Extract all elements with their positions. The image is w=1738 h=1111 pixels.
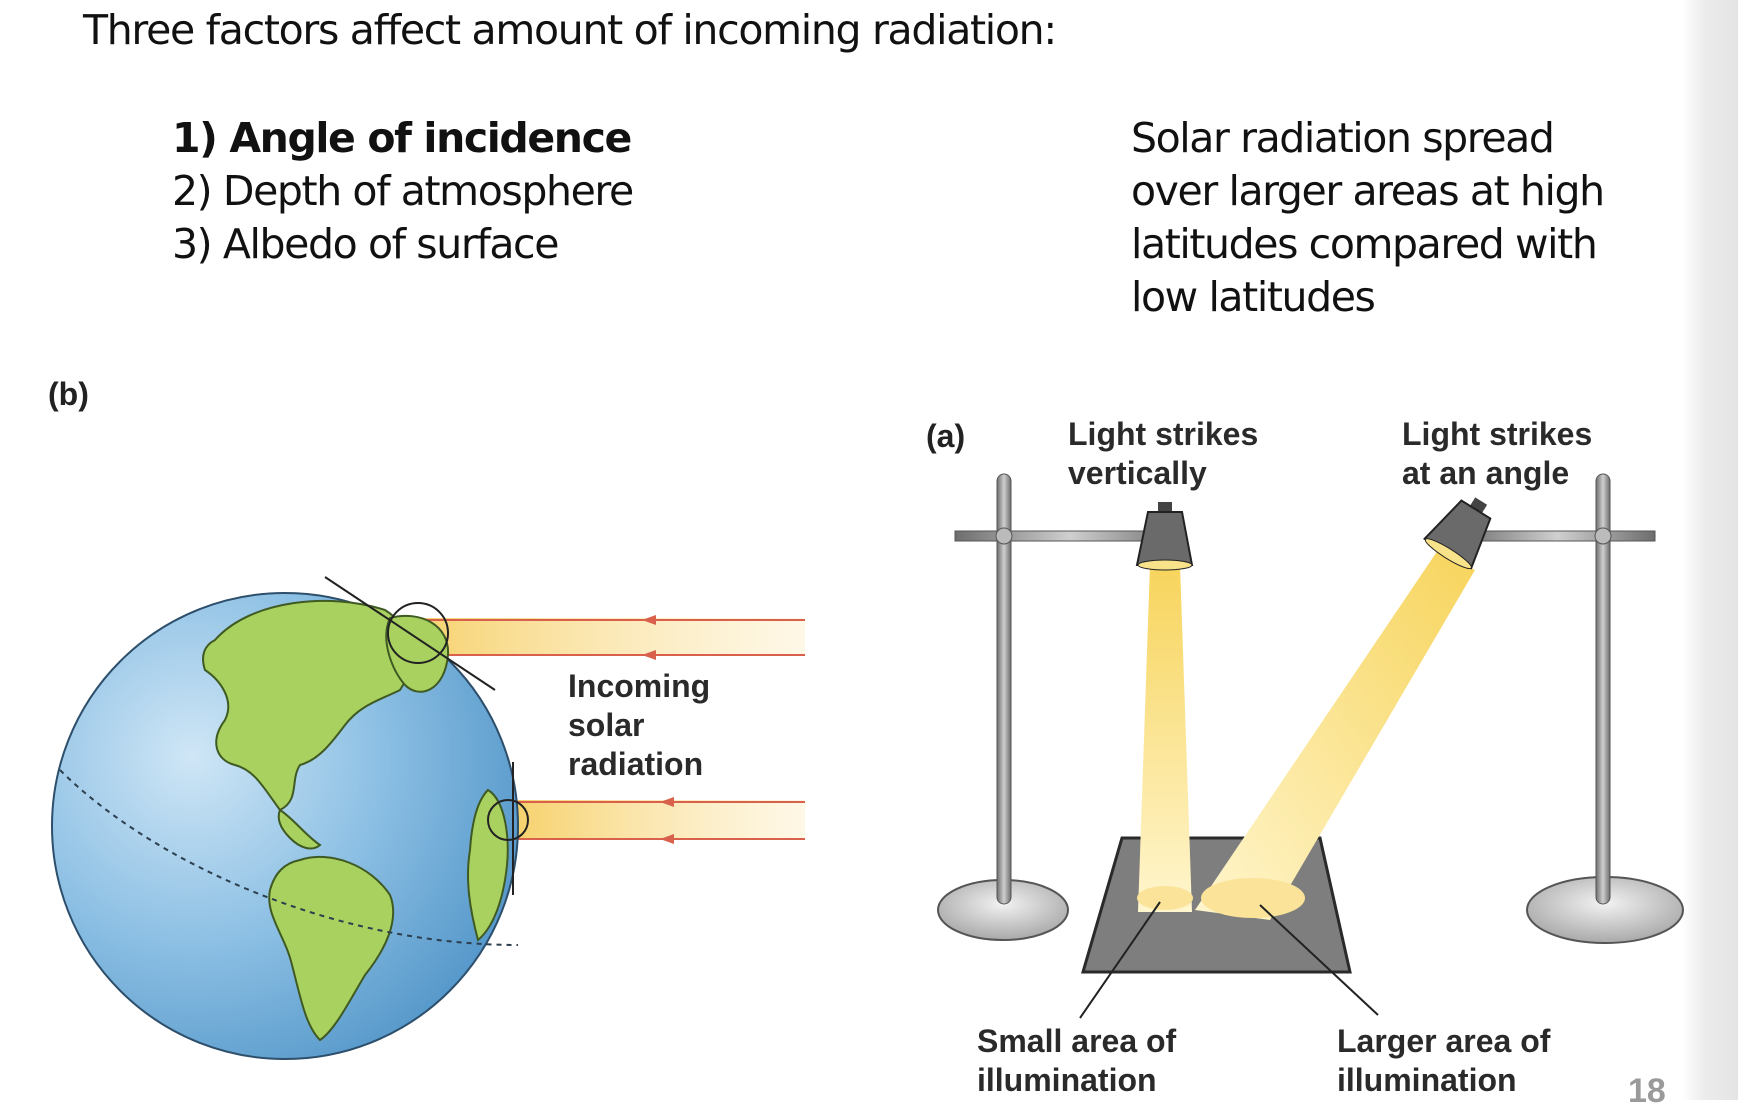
factor-item: 2) Depth of atmosphere (172, 167, 634, 215)
factor-item: 3) Albedo of surface (172, 220, 559, 268)
vertical-beam (1138, 565, 1192, 912)
small-area-leader (1079, 901, 1161, 1019)
angled-lamp (1423, 497, 1492, 570)
angled-beam (1195, 550, 1475, 920)
note-line: Solar radiation spread (1131, 114, 1555, 162)
slide-heading: Three factors affect amount of incoming … (83, 6, 1057, 54)
note-line: latitudes compared with (1131, 220, 1598, 268)
angle-strike-label: Light strikes at an angle (1402, 416, 1593, 491)
left-lamp-stand (937, 473, 1186, 941)
note-line: low latitudes (1131, 273, 1376, 321)
high-latitude-tangent (324, 576, 496, 691)
solar-beam-high (395, 615, 805, 660)
figure-b-label: (b) (48, 376, 89, 412)
incoming-radiation-label: Incoming solar radiation (568, 668, 711, 782)
vertical-strike-label: Light strikes vertically (1068, 416, 1259, 491)
note-line: over larger areas at high (1131, 167, 1605, 215)
small-area-label: Small area of illumination (977, 1023, 1177, 1098)
vertical-lamp (1135, 502, 1194, 571)
large-area-leader (1259, 904, 1379, 1016)
earth-globe (51, 592, 519, 1060)
factor-list: 1) Angle of incidence 2) Depth of atmosp… (172, 112, 634, 271)
large-area-label: Larger area of illumination (1337, 1023, 1551, 1098)
factor-item: 1) Angle of incidence (172, 114, 632, 162)
right-lamp-stand (1459, 473, 1684, 944)
solar-beam-low (505, 797, 805, 844)
scroll-edge (1682, 0, 1738, 1100)
page-number: 18 (1628, 1072, 1666, 1110)
figure-a-label: (a) (926, 418, 966, 454)
explanation-note: Solar radiation spread over larger areas… (1131, 112, 1651, 324)
